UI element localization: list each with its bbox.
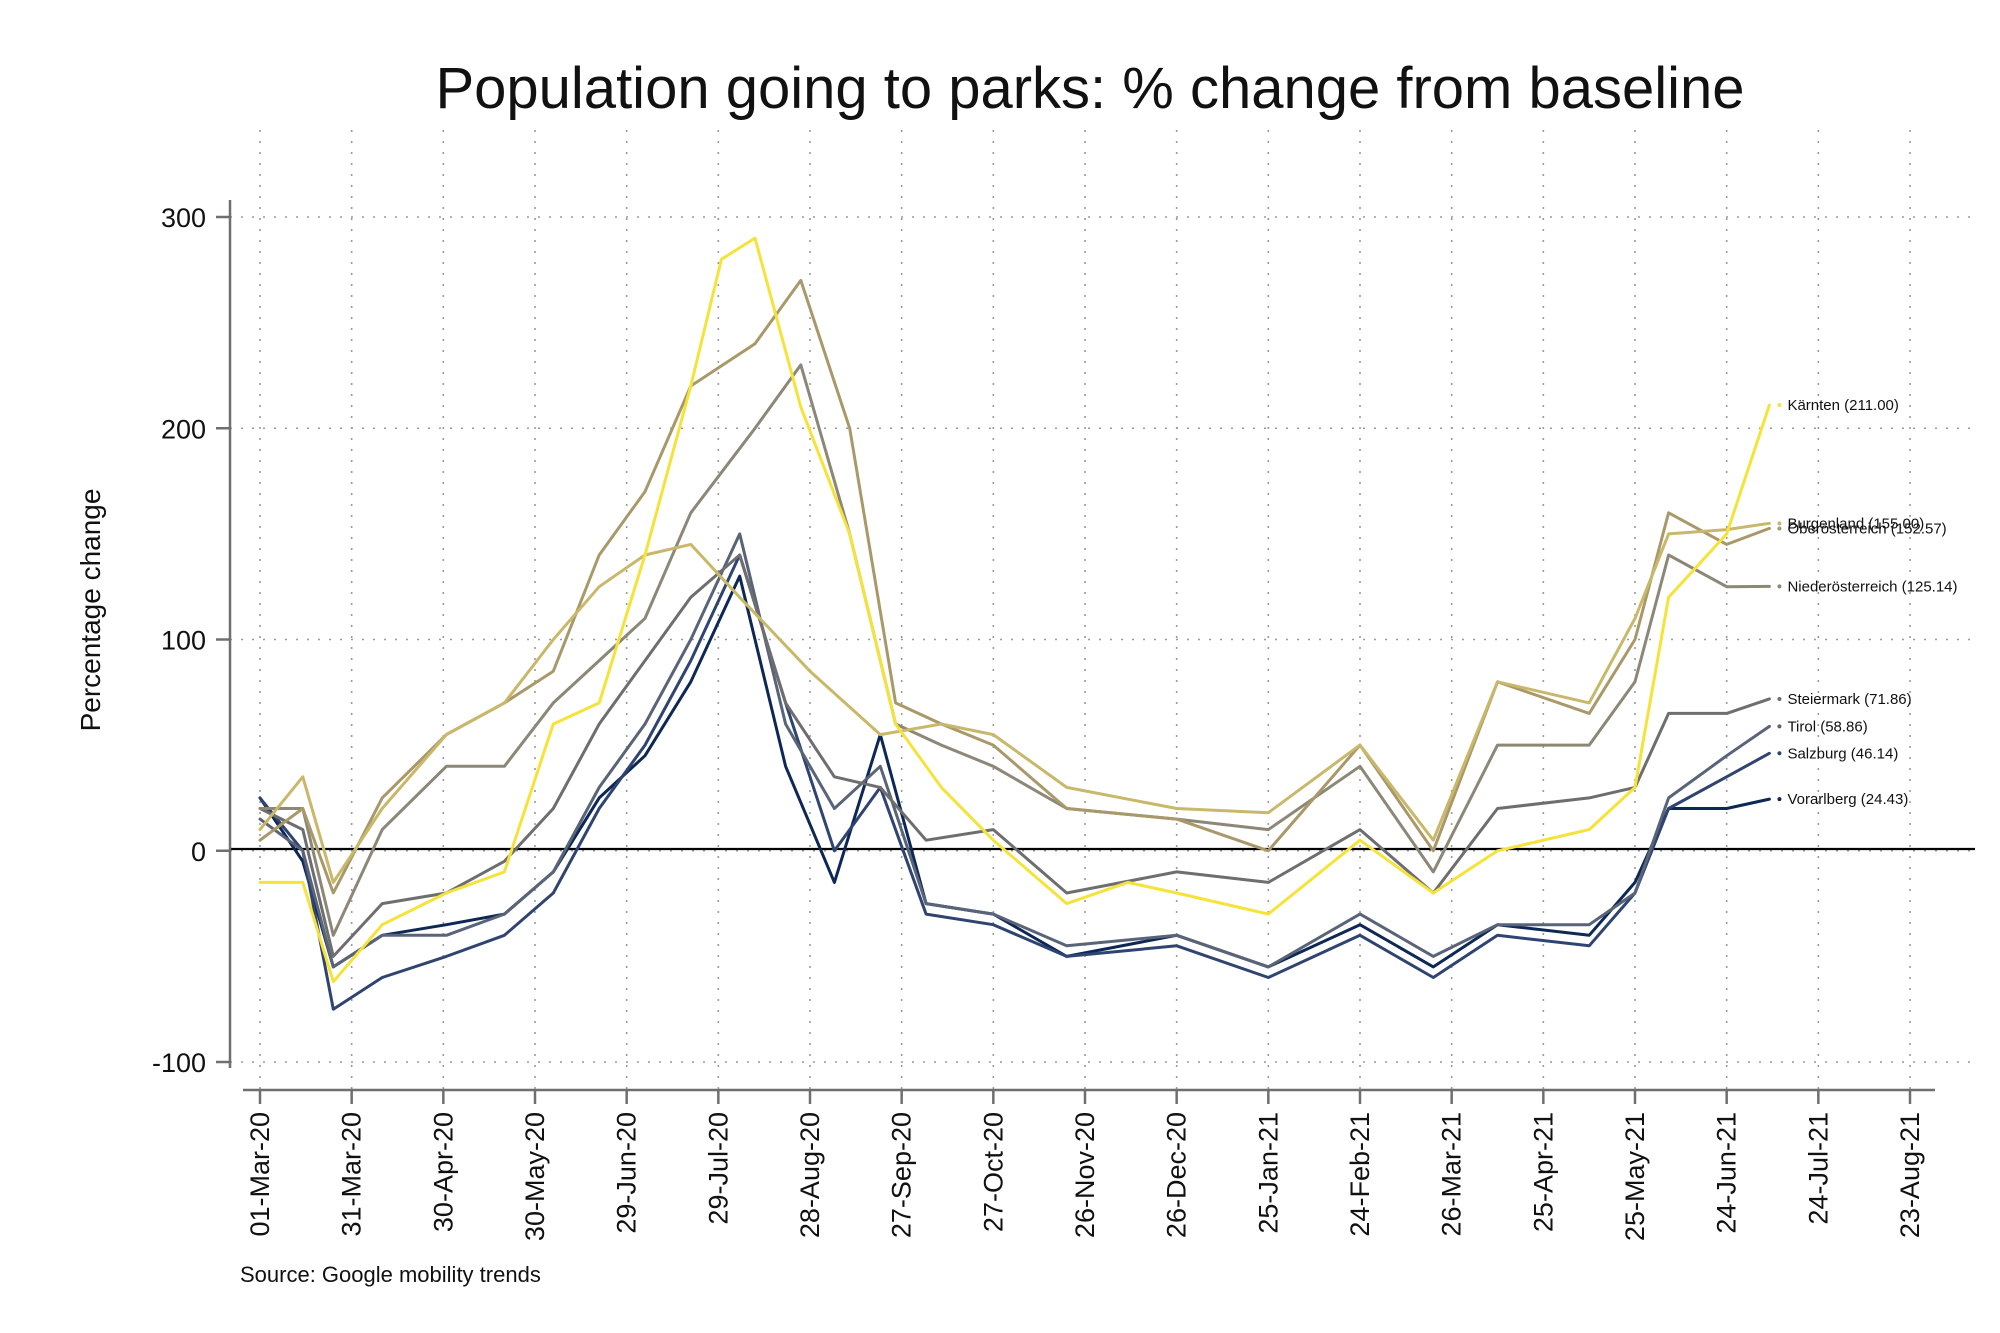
end-marker-burgenland: [1777, 521, 1782, 526]
end-label-ober-sterreich: Oberösterreich (152.57): [1787, 520, 1946, 537]
x-tick-label-1: 31-Mar-20: [337, 1112, 367, 1237]
x-tick-label-3: 30-May-20: [520, 1112, 550, 1241]
y-tick-label-2: 100: [161, 626, 206, 656]
x-tick-label-9: 26-Nov-20: [1070, 1112, 1100, 1238]
x-tick-label-8: 27-Oct-20: [978, 1112, 1008, 1232]
x-tick-label-13: 26-Mar-21: [1437, 1112, 1467, 1237]
series-line-salzburg: [258, 553, 1771, 1011]
end-marker-tirol: [1777, 724, 1782, 729]
x-tick-label-15: 25-May-21: [1620, 1112, 1650, 1241]
x-tick-label-17: 24-Jul-21: [1803, 1112, 1833, 1225]
end-marker-steiermark: [1777, 696, 1782, 701]
y-tick-label-4: 300: [161, 203, 206, 233]
axes: -100 0 100 200 300 01-Mar-20 31-Mar-20 30-Apr-2…: [152, 200, 1935, 1241]
x-tick-label-10: 26-Dec-20: [1162, 1112, 1192, 1238]
x-tick-label-0: 01-Mar-20: [245, 1112, 275, 1237]
series-line-steiermark: [258, 553, 1771, 958]
x-tick-label-18: 23-Aug-21: [1895, 1112, 1925, 1238]
x-tick-label-5: 29-Jul-20: [703, 1112, 733, 1225]
series-line-tirol: [258, 532, 1771, 969]
x-tick-label-12: 24-Feb-21: [1345, 1112, 1375, 1237]
y-tick-label-1: 0: [191, 837, 206, 867]
x-tick-label-14: 25-Apr-21: [1528, 1112, 1558, 1232]
end-label-vorarlberg: Vorarlberg (24.43): [1787, 791, 1908, 808]
series-line-burgenland: [258, 521, 1771, 884]
end-label-salzburg: Salzburg (46.14): [1787, 745, 1898, 762]
end-marker-k-rnten: [1777, 403, 1782, 408]
end-marker-salzburg: [1777, 751, 1782, 756]
end-label-k-rnten: Kärnten (211.00): [1787, 397, 1898, 414]
y-tick-label-0: -100: [152, 1048, 206, 1078]
end-label-nieder-sterreich: Niederösterreich (125.14): [1787, 578, 1957, 595]
x-tick-label-16: 24-Jun-21: [1712, 1112, 1742, 1234]
end-label-tirol: Tirol (58.86): [1787, 718, 1867, 735]
end-marker-nieder-sterreich: [1777, 584, 1782, 589]
source-note: Source: Google mobility trends: [240, 1262, 541, 1287]
y-axis-label: Percentage change: [75, 489, 106, 732]
end-label-burgenland: Burgenland (155.00): [1787, 515, 1924, 532]
x-tick-label-6: 28-Aug-20: [795, 1112, 825, 1238]
series-lines: [258, 236, 1771, 1011]
gridlines: [230, 130, 1975, 1090]
x-tick-label-11: 25-Jan-21: [1253, 1112, 1283, 1234]
x-tick-label-7: 27-Sep-20: [887, 1112, 917, 1238]
series-end-labels: Vorarlberg (24.43) Salzburg (46.14) Tirol …: [1777, 397, 1958, 808]
end-marker-vorarlberg: [1777, 797, 1782, 802]
series-line-k-rnten: [258, 236, 1771, 984]
x-tick-label-2: 30-Apr-20: [428, 1112, 458, 1232]
end-marker-ober-sterreich: [1777, 526, 1782, 531]
chart-title: Population going to parks: % change from…: [435, 56, 1744, 121]
end-label-steiermark: Steiermark (71.86): [1787, 691, 1911, 708]
x-tick-label-4: 29-Jun-20: [612, 1112, 642, 1234]
y-tick-label-3: 200: [161, 414, 206, 444]
series-line-vorarlberg: [258, 574, 1771, 969]
